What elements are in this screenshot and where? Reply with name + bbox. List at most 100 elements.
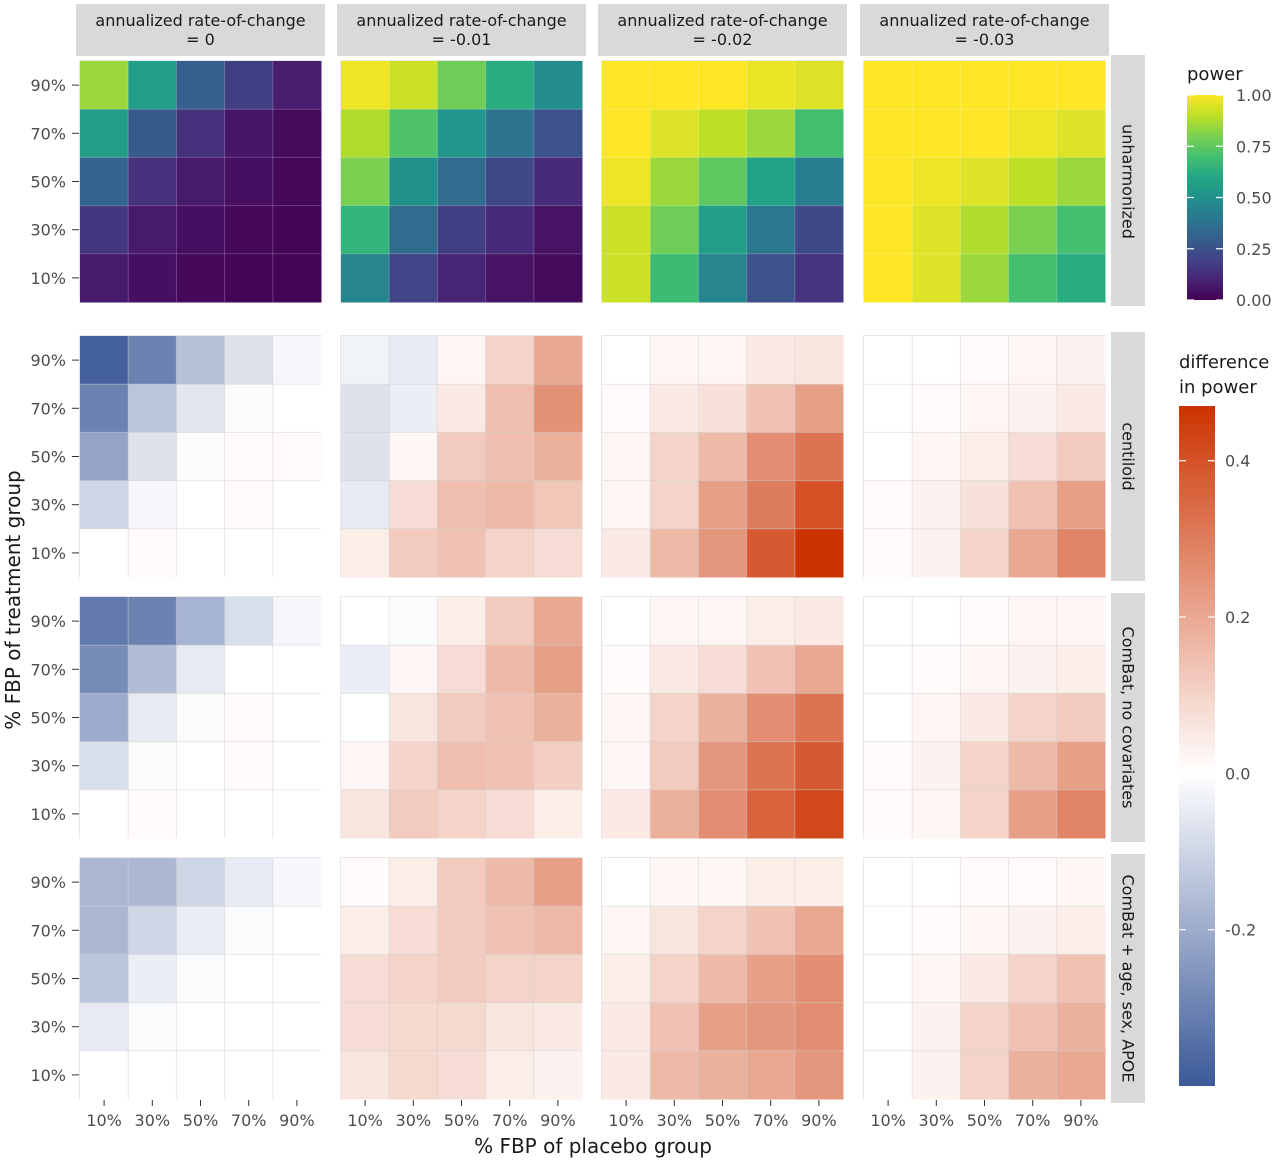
heatmap-cell: [1056, 432, 1106, 482]
y-tick-label: 30%: [30, 757, 66, 776]
heatmap-cell: [272, 480, 322, 530]
heatmap-cell: [533, 336, 583, 385]
heatmap-cell: [864, 906, 913, 955]
y-tick-label: 50%: [30, 970, 66, 989]
heatmap-cell: [128, 205, 177, 255]
y-axis-title: % FBP of treatment group: [1, 470, 25, 729]
heatmap-cell: [1008, 109, 1058, 158]
heatmap-cell: [341, 384, 390, 433]
heatmap-cell: [864, 432, 913, 482]
heatmap-cell: [389, 1002, 438, 1052]
heatmap-cell: [602, 253, 651, 303]
heatmap-cell: [698, 906, 748, 955]
heatmap-cell: [864, 253, 913, 303]
heatmap-cell: [912, 597, 961, 646]
heatmap-cell: [224, 645, 274, 694]
heatmap-cell: [746, 954, 796, 1004]
heatmap-cell: [912, 109, 961, 158]
heatmap-cell: [794, 597, 844, 646]
heatmap-cell: [389, 645, 438, 694]
x-tick-label: 70%: [1015, 1111, 1051, 1130]
heatmap-cell: [341, 205, 390, 255]
heatmap-cell: [533, 1002, 583, 1052]
row-strip-label: ComBat, no covariates: [1119, 627, 1138, 809]
heatmap-cell: [272, 1002, 322, 1052]
y-tick-label: 10%: [30, 1066, 66, 1085]
heatmap-cell: [128, 693, 177, 743]
y-tick-label: 90%: [30, 873, 66, 892]
heatmap-cell: [650, 253, 699, 303]
heatmap-cell: [746, 597, 796, 646]
heatmap-cell: [485, 109, 535, 158]
heatmap-cell: [80, 1050, 129, 1100]
heatmap-cell: [1056, 1050, 1106, 1100]
heatmap-cell: [224, 109, 274, 158]
heatmap-cell: [389, 205, 438, 255]
heatmap-cell: [698, 858, 748, 907]
heatmap-cell: [485, 253, 535, 303]
heatmap-cell: [1008, 480, 1058, 530]
heatmap-cell: [341, 597, 390, 646]
heatmap-cell: [176, 597, 226, 646]
x-tick-label: 10%: [347, 1111, 383, 1130]
heatmap-cell: [176, 205, 226, 255]
heatmap-cell: [224, 157, 274, 207]
heatmap-cell: [437, 1050, 487, 1100]
heatmap-cell: [912, 858, 961, 907]
heatmap-cell: [650, 109, 699, 158]
heatmap-cell: [80, 858, 129, 907]
heatmap-cell: [698, 954, 748, 1004]
heatmap-cell: [128, 741, 177, 791]
heatmap-cell: [698, 741, 748, 791]
heatmap-cell: [960, 1002, 1010, 1052]
heatmap-cell: [794, 954, 844, 1004]
heatmap-cell: [437, 109, 487, 158]
heatmap-cell: [80, 336, 129, 385]
y-tick-label: 10%: [30, 805, 66, 824]
y-tick-label: 30%: [30, 496, 66, 515]
heatmap-cell: [272, 789, 322, 839]
heatmap-cell: [746, 157, 796, 207]
heatmap-cell: [485, 1002, 535, 1052]
y-tick-label: 70%: [30, 660, 66, 679]
heatmap-cell: [602, 480, 651, 530]
heatmap-cell: [80, 528, 129, 578]
heatmap-cell: [650, 858, 699, 907]
heatmap-cell: [1008, 253, 1058, 303]
heatmap-cell: [341, 789, 390, 839]
row-strip-label: ComBat + age, sex, APOE: [1119, 875, 1138, 1083]
heatmap-cell: [80, 61, 129, 110]
heatmap-cell: [224, 1002, 274, 1052]
column-strip-label: annualized rate-of-change: [356, 11, 566, 30]
heatmap-cell: [864, 528, 913, 578]
heatmap-cell: [437, 480, 487, 530]
heatmap-cell: [341, 432, 390, 482]
heatmap-cell: [224, 906, 274, 955]
power-legend-label: 0.00: [1236, 291, 1272, 310]
y-tick-label: 10%: [30, 544, 66, 563]
heatmap-cell: [864, 336, 913, 385]
heatmap-cell: [485, 1050, 535, 1100]
heatmap-cell: [80, 109, 129, 158]
heatmap-cell: [1008, 741, 1058, 791]
difference-legend-label: 0.4: [1225, 452, 1250, 471]
heatmap-cell: [912, 741, 961, 791]
heatmap-cell: [912, 384, 961, 433]
heatmap-cell: [650, 645, 699, 694]
heatmap-cell: [389, 693, 438, 743]
heatmap-cell: [80, 789, 129, 839]
heatmap-cell: [224, 954, 274, 1004]
heatmap-cell: [389, 480, 438, 530]
heatmap-cell: [794, 1002, 844, 1052]
heatmap-cell: [341, 858, 390, 907]
heatmap-cell: [650, 789, 699, 839]
heatmap-cell: [341, 693, 390, 743]
heatmap-cell: [389, 789, 438, 839]
heatmap-cell: [864, 693, 913, 743]
heatmap-cell: [272, 61, 322, 110]
heatmap-cell: [864, 384, 913, 433]
heatmap-cell: [437, 384, 487, 433]
heatmap-cell: [128, 1002, 177, 1052]
heatmap-cell: [746, 480, 796, 530]
